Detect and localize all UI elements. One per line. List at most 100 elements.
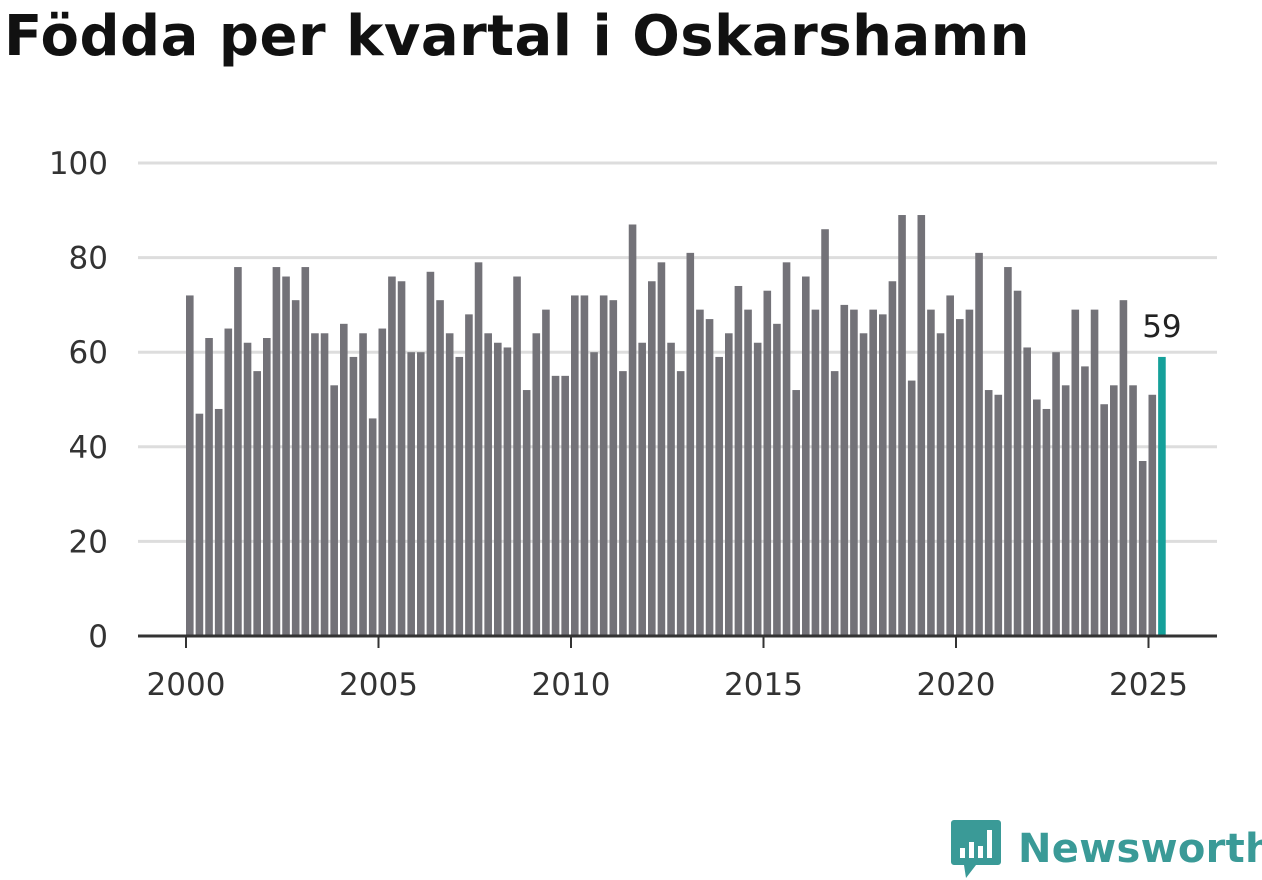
bar bbox=[879, 314, 887, 636]
bar bbox=[263, 338, 271, 636]
bar bbox=[869, 309, 877, 636]
bar bbox=[455, 356, 464, 636]
bar bbox=[214, 408, 223, 636]
bar bbox=[494, 342, 502, 636]
bar bbox=[282, 276, 290, 636]
bar bbox=[830, 371, 839, 636]
bar bbox=[1052, 352, 1060, 636]
y-tick-label: 0 bbox=[88, 619, 108, 655]
bar bbox=[1042, 408, 1051, 636]
y-tick-label: 60 bbox=[69, 335, 108, 371]
bar bbox=[927, 309, 935, 636]
bar bbox=[407, 352, 415, 636]
bar bbox=[994, 394, 1003, 636]
bar bbox=[763, 290, 772, 636]
bar bbox=[638, 342, 646, 636]
bar bbox=[1100, 404, 1108, 636]
bar bbox=[320, 333, 329, 636]
bar bbox=[917, 215, 926, 636]
bar bbox=[551, 375, 560, 636]
y-tick-label: 40 bbox=[69, 430, 108, 466]
bar bbox=[580, 295, 589, 636]
bar bbox=[715, 356, 723, 636]
bar bbox=[436, 300, 444, 636]
bar bbox=[802, 276, 810, 636]
bar bbox=[272, 267, 281, 636]
bar bbox=[340, 323, 348, 636]
bar bbox=[1023, 347, 1031, 636]
bar bbox=[628, 224, 637, 637]
bar bbox=[811, 309, 820, 636]
data-label: 59 bbox=[1142, 309, 1181, 345]
bar bbox=[532, 333, 541, 636]
bar bbox=[224, 328, 233, 636]
bar bbox=[965, 309, 974, 636]
bar bbox=[503, 347, 512, 636]
bar bbox=[1148, 394, 1157, 636]
bar bbox=[445, 333, 454, 636]
bar bbox=[1004, 267, 1012, 636]
bar bbox=[725, 333, 733, 636]
bar bbox=[734, 285, 743, 636]
bar bbox=[205, 338, 213, 636]
axes: 0 20 40 60 80 100 2000 2005 2010 2015 2020 2025 bbox=[49, 146, 1217, 703]
bar bbox=[821, 229, 829, 636]
bar bbox=[397, 281, 406, 636]
bar bbox=[1033, 399, 1041, 636]
bar bbox=[426, 271, 435, 636]
bar bbox=[1013, 290, 1022, 636]
y-tick-label: 20 bbox=[69, 524, 108, 560]
y-tick-label: 100 bbox=[49, 146, 108, 182]
bar bbox=[311, 333, 319, 636]
bar bbox=[984, 390, 993, 636]
bar bbox=[840, 304, 849, 636]
bar bbox=[907, 380, 916, 636]
bar bbox=[850, 309, 858, 636]
bar bbox=[599, 295, 608, 636]
bar bbox=[561, 375, 569, 636]
bar bbox=[676, 371, 685, 636]
bar bbox=[705, 319, 714, 636]
bar bbox=[946, 295, 954, 636]
x-tick-label: 2010 bbox=[532, 667, 611, 703]
x-tick-label: 2000 bbox=[147, 667, 226, 703]
bar bbox=[686, 252, 695, 636]
bar bbox=[792, 390, 800, 636]
bar bbox=[609, 300, 618, 636]
bar bbox=[378, 328, 387, 636]
bar bbox=[195, 413, 204, 636]
bar bbox=[657, 262, 666, 636]
bar bbox=[368, 418, 377, 636]
newsworthy-logo-icon bbox=[951, 820, 1001, 878]
bar bbox=[388, 276, 396, 636]
bar bbox=[234, 267, 242, 636]
bar bbox=[1110, 385, 1118, 636]
bar bbox=[243, 342, 252, 636]
brand: Newsworthy bbox=[950, 818, 1262, 880]
data-labels: 59 bbox=[1142, 309, 1181, 345]
bar bbox=[542, 309, 550, 636]
x-tick-label: 2015 bbox=[724, 667, 803, 703]
bar bbox=[859, 333, 868, 636]
bar bbox=[1138, 460, 1147, 636]
bar-highlight bbox=[1158, 356, 1166, 636]
bar bbox=[1129, 385, 1137, 636]
bar bbox=[417, 352, 425, 636]
bar bbox=[359, 333, 367, 636]
x-tick-label: 2025 bbox=[1109, 667, 1188, 703]
bar bbox=[898, 215, 906, 636]
x-tick-label: 2005 bbox=[339, 667, 418, 703]
bar bbox=[484, 333, 492, 636]
bar bbox=[667, 342, 675, 636]
bar bbox=[956, 319, 964, 636]
brand-name: Newsworthy bbox=[1018, 826, 1262, 872]
bar bbox=[291, 300, 300, 636]
bar bbox=[465, 314, 473, 636]
bar bbox=[888, 281, 897, 636]
bar bbox=[474, 262, 483, 636]
bar bbox=[936, 333, 945, 636]
bar bbox=[301, 267, 310, 636]
bar bbox=[696, 309, 704, 636]
bar bbox=[186, 295, 194, 636]
